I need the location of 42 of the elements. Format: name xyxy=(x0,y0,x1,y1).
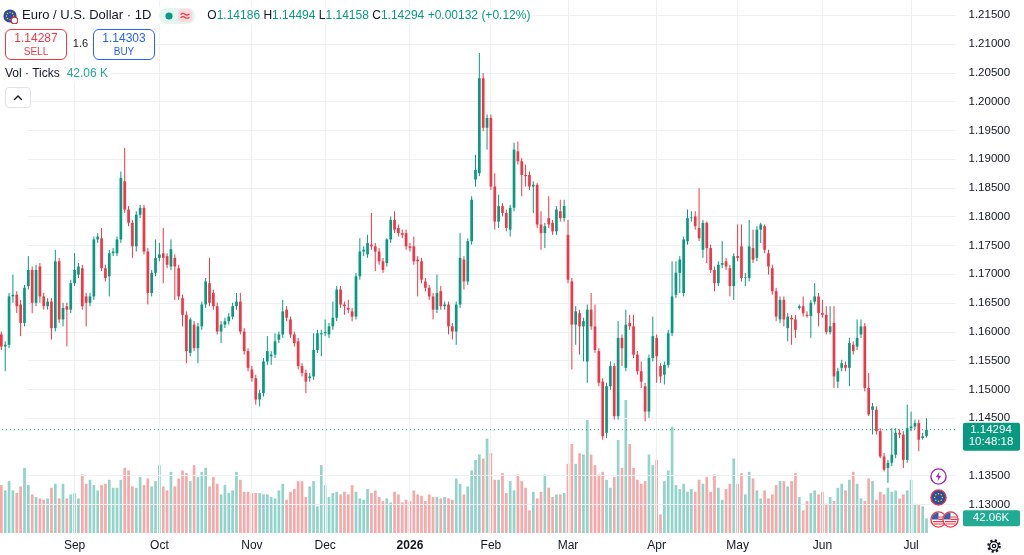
x-tick-label: Mar xyxy=(557,537,579,552)
y-tick-label: 1.20000 xyxy=(968,94,1011,107)
annotation: SELL xyxy=(22,46,50,58)
y-tick-label: 1.17500 xyxy=(968,238,1011,251)
x-tick-label: Feb xyxy=(480,537,502,552)
x-tick-label: Jun xyxy=(812,537,833,552)
buy-button: 1.14303 BUY xyxy=(93,29,155,60)
x-tick-label: Dec xyxy=(314,537,336,552)
x-tick-label: Apr xyxy=(647,537,667,552)
text: 42.06K xyxy=(972,511,1010,524)
y-tick-label: 1.19000 xyxy=(968,152,1011,165)
x-tick-label: May xyxy=(726,537,749,552)
text: O1.14186 H1.14494 L1.14158 C1.14294 +0.00132 (+0.12%) xyxy=(207,7,531,22)
y-tick-label: 1.18500 xyxy=(968,181,1011,194)
x-tick-label: Nov xyxy=(241,537,263,552)
y-tick-label: 1.13000 xyxy=(968,497,1011,510)
text: Euro / U.S. Dollar · 1D xyxy=(22,7,152,23)
annotation: 42.06 K xyxy=(66,66,109,81)
y-tick-label: 1.21000 xyxy=(968,37,1011,50)
chart-title: Vol · Ticks xyxy=(5,66,60,81)
y-tick-label: 1.19500 xyxy=(968,123,1011,136)
x-tick-label: 2026 xyxy=(396,537,424,552)
text: 10:48:18 xyxy=(968,434,1014,447)
y-tick-label: 1.15000 xyxy=(968,382,1011,395)
y-tick-label: 1.18000 xyxy=(968,209,1011,222)
y-tick-label: 1.16500 xyxy=(968,296,1011,309)
x-tick-label: Oct xyxy=(150,537,170,552)
ref-line-label: 1.14294 xyxy=(970,422,1013,435)
x-tick-label: Sep xyxy=(63,537,86,552)
y-tick-label: 1.14500 xyxy=(968,411,1011,424)
y-tick-label: 1.17000 xyxy=(968,267,1011,280)
annotation: 1.14303 xyxy=(101,31,147,46)
annotation: BUY xyxy=(112,46,136,58)
y-tick-label: 1.13500 xyxy=(968,468,1011,481)
y-tick-label: 1.16000 xyxy=(968,325,1011,338)
sell-button: 1.14287 SELL xyxy=(5,29,67,60)
annotation: 1.6 xyxy=(70,37,91,50)
y-tick-label: 1.20500 xyxy=(968,66,1011,79)
annotation: 1.14287 xyxy=(13,31,59,46)
y-tick-label: 1.15500 xyxy=(968,353,1011,366)
y-tick-label: 1.21500 xyxy=(968,8,1011,21)
x-tick-label: Jul xyxy=(903,537,919,552)
